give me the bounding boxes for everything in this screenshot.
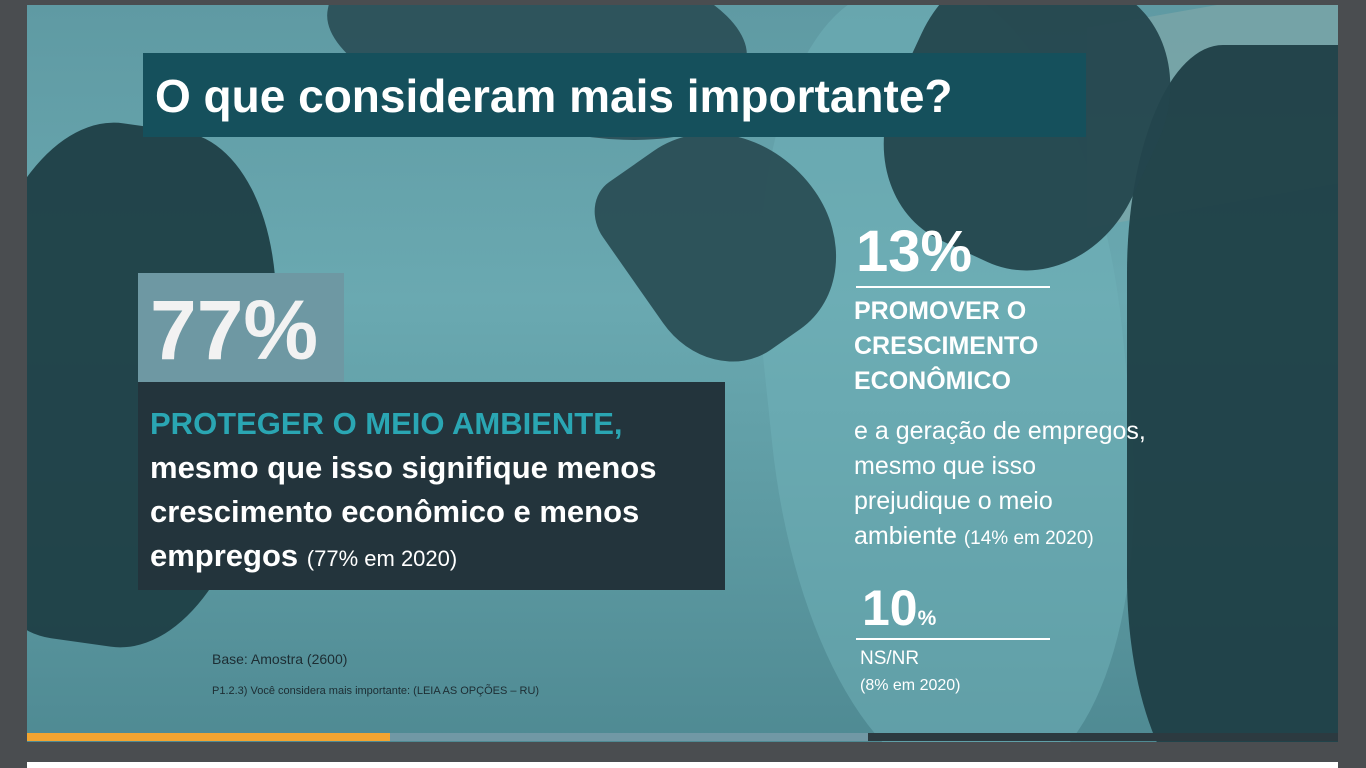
next-slide-edge xyxy=(27,762,1338,768)
second-option-text: e a geração de empregos, mesmo que isso … xyxy=(854,414,1154,556)
divider-line xyxy=(856,638,1050,640)
main-option-note: (77% em 2020) xyxy=(306,546,458,571)
divider-line xyxy=(856,286,1050,288)
main-option-description: mesmo que isso signifique menos crescime… xyxy=(150,450,657,573)
second-option-note: (14% em 2020) xyxy=(963,528,1094,549)
third-percent-sign: % xyxy=(917,607,937,630)
slide-title: O que consideram mais importante? xyxy=(155,70,953,122)
question-note: P1.2.3) Você considera mais importante: … xyxy=(212,685,540,697)
forest-image-area xyxy=(1127,45,1338,742)
second-option-description: e a geração de empregos, mesmo que isso … xyxy=(854,417,1146,550)
main-percent-box xyxy=(138,273,344,383)
title-banner xyxy=(143,53,1086,137)
main-percent: 77% xyxy=(150,283,319,377)
footer-bar-orange xyxy=(27,733,390,741)
main-option-text: PROTEGER O MEIO AMBIENTE, mesmo que isso… xyxy=(150,402,715,581)
third-option-label: NS/NR xyxy=(860,648,920,669)
second-option-headline: PROMOVER O CRESCIMENTO ECONÔMICO xyxy=(854,297,1039,395)
third-percent-value: 10 xyxy=(862,580,918,636)
main-option-panel xyxy=(138,382,725,590)
footer-bar-dark xyxy=(868,733,1338,741)
footer-bar-blue xyxy=(390,733,868,741)
sample-base-note: Base: Amostra (2600) xyxy=(212,651,348,667)
third-option-note: (8% em 2020) xyxy=(860,677,961,694)
main-option-headline: PROTEGER O MEIO AMBIENTE, xyxy=(150,406,623,441)
second-percent: 13% xyxy=(856,219,973,284)
third-percent: 10% xyxy=(862,580,936,647)
